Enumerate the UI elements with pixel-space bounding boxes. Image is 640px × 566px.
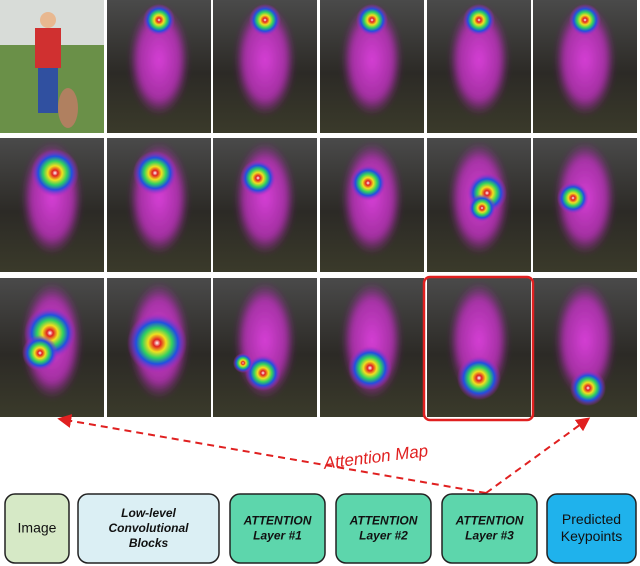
image-tile bbox=[320, 138, 424, 272]
arrow bbox=[485, 417, 591, 494]
stage-box bbox=[4, 493, 70, 564]
stage-label: ATTENTION bbox=[455, 514, 524, 528]
heat-blob bbox=[31, 149, 79, 197]
heat-blob bbox=[463, 4, 495, 36]
image-tile bbox=[107, 278, 211, 417]
silhouette bbox=[449, 3, 509, 116]
stage-label: Low-level bbox=[121, 506, 176, 520]
stage-box bbox=[546, 493, 637, 564]
heat-blob bbox=[22, 335, 58, 371]
person-head bbox=[40, 12, 56, 28]
person-legs bbox=[38, 68, 58, 113]
stage-label: Layer #3 bbox=[465, 529, 514, 543]
heat-blob bbox=[240, 160, 276, 196]
stage-box bbox=[229, 493, 326, 564]
heat-blob bbox=[249, 4, 281, 36]
heat-blob bbox=[127, 313, 187, 373]
heat-blob bbox=[245, 355, 281, 391]
image-tile bbox=[0, 0, 104, 133]
silhouette bbox=[235, 3, 295, 116]
silhouette bbox=[342, 3, 402, 116]
stage-box bbox=[335, 493, 432, 564]
heat-blob bbox=[570, 370, 606, 406]
stage-box bbox=[77, 493, 220, 564]
annotation: Attention Map bbox=[322, 441, 429, 473]
highlight-box bbox=[422, 275, 535, 422]
stage-label: ATTENTION bbox=[243, 514, 312, 528]
heat-blob bbox=[143, 4, 175, 36]
silhouette bbox=[129, 3, 189, 116]
stage-label: Layer #2 bbox=[359, 529, 408, 543]
image-tile bbox=[213, 0, 317, 133]
heat-blob bbox=[233, 353, 253, 373]
image-tile bbox=[427, 278, 531, 417]
image-tile bbox=[533, 138, 637, 272]
silhouette bbox=[555, 3, 615, 116]
image-tile bbox=[427, 138, 531, 272]
image-tile bbox=[0, 138, 104, 272]
image-tile bbox=[107, 0, 211, 133]
stage-label: Blocks bbox=[129, 536, 169, 550]
image-tile bbox=[213, 278, 317, 417]
dog bbox=[58, 88, 78, 128]
image-tile bbox=[320, 0, 424, 133]
attention-grid bbox=[0, 0, 637, 417]
image-tile bbox=[427, 0, 531, 133]
image-tile bbox=[107, 138, 211, 272]
stage-label: Image bbox=[18, 520, 57, 536]
stage-label: Layer #1 bbox=[253, 529, 302, 543]
stage-box bbox=[441, 493, 538, 564]
heat-blob bbox=[557, 182, 589, 214]
image-tile bbox=[213, 138, 317, 272]
heat-blob bbox=[350, 165, 386, 201]
image-tile bbox=[320, 278, 424, 417]
heat-blob bbox=[457, 356, 501, 400]
silhouette bbox=[555, 282, 615, 399]
heat-blob bbox=[468, 194, 496, 222]
heat-blob bbox=[356, 4, 388, 36]
stage-label: Predicted bbox=[562, 511, 621, 527]
stage-label: Convolutional bbox=[109, 521, 190, 535]
stage-label: Keypoints bbox=[561, 528, 622, 544]
heat-blob bbox=[348, 346, 392, 390]
heat-blob bbox=[569, 4, 601, 36]
person-body bbox=[35, 28, 61, 68]
image-tile bbox=[533, 0, 637, 133]
image-tile bbox=[533, 278, 637, 417]
silhouette bbox=[235, 142, 295, 255]
heat-blob bbox=[133, 151, 177, 195]
image-tile bbox=[0, 278, 104, 417]
stage-label: ATTENTION bbox=[349, 514, 418, 528]
arrow bbox=[57, 414, 487, 494]
